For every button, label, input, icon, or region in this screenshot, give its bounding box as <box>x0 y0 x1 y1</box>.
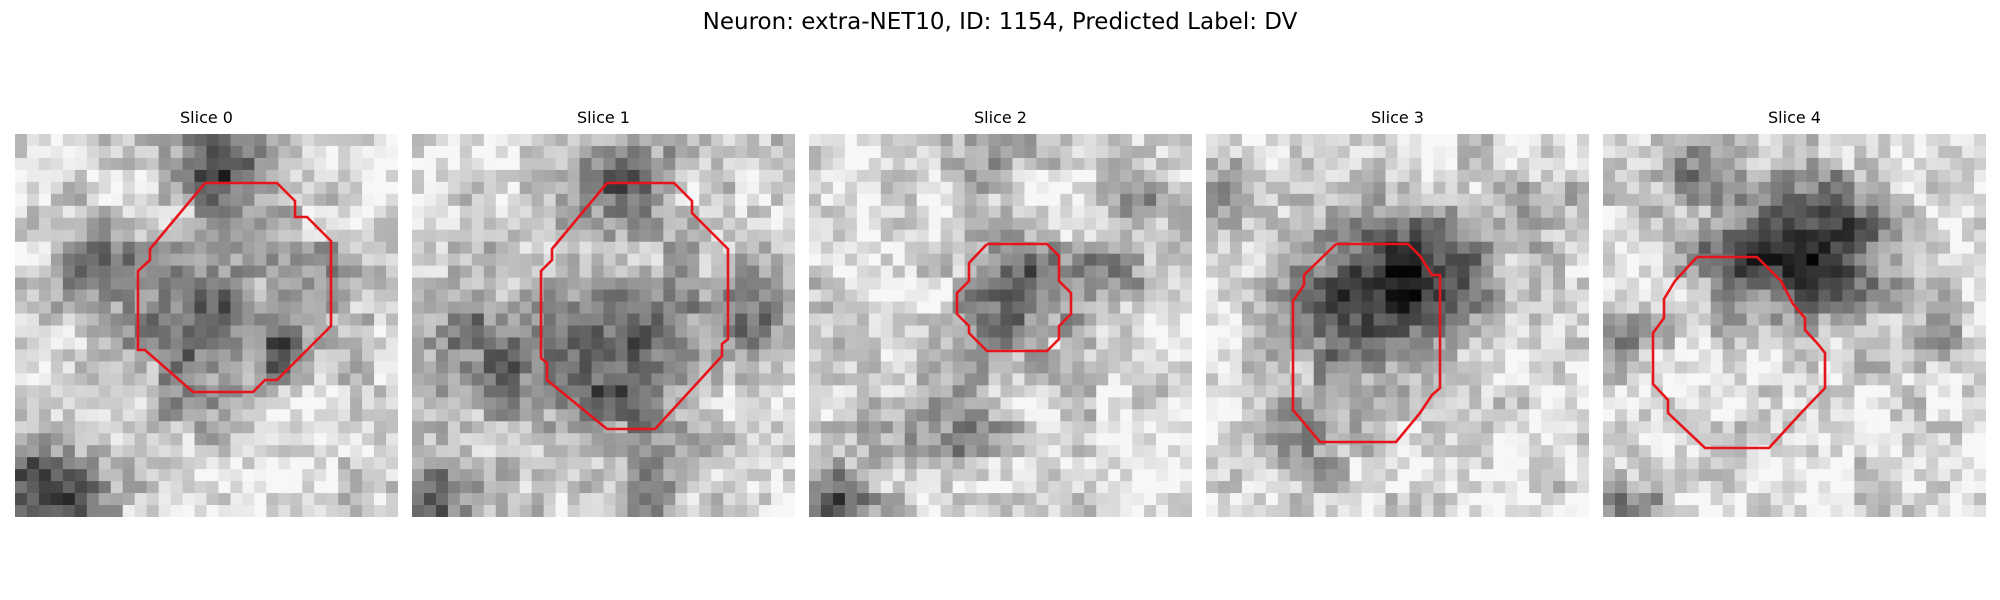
slice-1-intensity-map <box>412 134 795 517</box>
panel-title-slice-3: Slice 3 <box>1371 108 1424 127</box>
slice-3-image <box>1206 134 1589 517</box>
slice-1-image <box>412 134 795 517</box>
panel-title-slice-4: Slice 4 <box>1768 108 1821 127</box>
slice-4-intensity-map <box>1603 134 1986 517</box>
figure-title: Neuron: extra-NET10, ID: 1154, Predicted… <box>702 9 1298 35</box>
slice-3-intensity-map <box>1206 134 1589 517</box>
panel-title-slice-1: Slice 1 <box>577 108 630 127</box>
slice-4-roi-contour <box>1651 255 1827 450</box>
panel-title-slice-0: Slice 0 <box>180 108 233 127</box>
slice-0-roi-contour <box>136 181 333 394</box>
slice-1-roi-contour <box>539 181 730 431</box>
slice-3-roi-contour <box>1291 242 1442 444</box>
slice-0-intensity-map <box>15 134 398 517</box>
slice-0-image <box>15 134 398 517</box>
slice-2-image <box>809 134 1192 517</box>
panel-title-slice-2: Slice 2 <box>974 108 1027 127</box>
slice-2-roi-contour <box>955 242 1073 353</box>
slice-4-image <box>1603 134 1986 517</box>
slice-2-intensity-map <box>809 134 1192 517</box>
